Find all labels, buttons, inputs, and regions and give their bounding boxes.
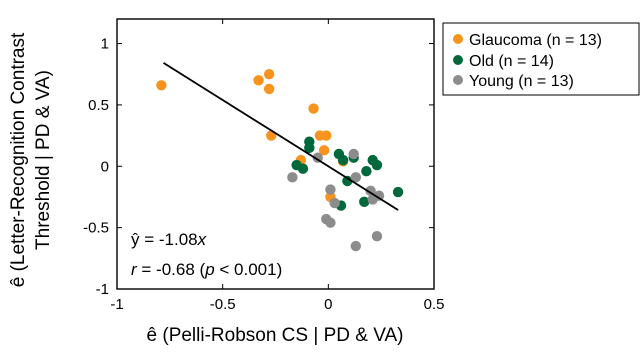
y-tick-label: 0 (101, 158, 109, 175)
data-point (373, 190, 385, 201)
x-tick-label: 0.5 (424, 296, 445, 313)
legend-marker-young (453, 75, 463, 85)
y-tick-label: -0.5 (83, 220, 109, 237)
equation-variable: x (197, 230, 207, 249)
x-axis-label: ê (Pelli-Robson CS | PD & VA) (147, 325, 404, 346)
y-tick-label: 1 (101, 36, 109, 53)
y-axis-label-line2: Threshold | PD & VA) (33, 70, 54, 250)
data-point (371, 159, 383, 171)
series-1 (291, 136, 404, 211)
correlation-annotation: r = -0.68 (p < 0.001) (131, 260, 282, 279)
data-point (361, 165, 372, 177)
data-point (350, 240, 362, 252)
data-point (297, 163, 309, 174)
p-value: < 0.001) (215, 260, 283, 279)
y-tick-label: 0.5 (88, 97, 109, 114)
data-point (156, 80, 167, 91)
regression-equation: ŷ = -1.08x (131, 230, 207, 249)
r-variable: r (131, 260, 138, 279)
data-point (304, 142, 315, 154)
regression-line (163, 62, 399, 211)
legend-label-young: Young (n = 13) (469, 73, 574, 90)
data-point (371, 231, 383, 242)
y-axis-label-line1: ê (Letter-Recognition Contrast (8, 32, 29, 287)
axis-ticks: -1 -0.5 0 0.5 -1 -0.5 0 0.5 1 (83, 19, 444, 313)
data-point (253, 75, 264, 86)
data-point (325, 217, 336, 228)
x-tick-label: -1 (110, 296, 123, 313)
legend: Glaucoma (n = 13) Old (n = 14) Young (n … (442, 22, 640, 96)
data-point (318, 145, 330, 156)
data-point (348, 148, 359, 160)
legend-label-glaucoma: Glaucoma (n = 13) (469, 32, 602, 49)
legend-marker-old (453, 55, 463, 65)
data-point (342, 175, 353, 187)
equation-prefix: ŷ = -1.08 (131, 230, 198, 249)
r-value: = -0.68 ( (137, 260, 206, 279)
data-point (337, 154, 349, 166)
data-point (359, 196, 370, 208)
data-points (156, 69, 404, 252)
legend-label-old: Old (n = 14) (469, 53, 554, 70)
data-point (263, 83, 275, 95)
y-tick-label: -1 (96, 281, 109, 298)
data-point (287, 172, 298, 183)
legend-marker-glaucoma (453, 34, 463, 44)
data-point (392, 186, 404, 198)
legend-box (442, 22, 640, 96)
data-point (321, 130, 332, 141)
data-point (263, 69, 275, 80)
data-point (329, 197, 340, 209)
x-tick-label: 0 (324, 296, 332, 313)
x-tick-label: -0.5 (210, 296, 236, 313)
data-point (308, 103, 319, 114)
p-variable: p (204, 260, 214, 279)
fit-line-layer (163, 62, 399, 211)
plot-frame (116, 18, 435, 290)
data-point (350, 172, 362, 183)
data-point (325, 184, 336, 195)
